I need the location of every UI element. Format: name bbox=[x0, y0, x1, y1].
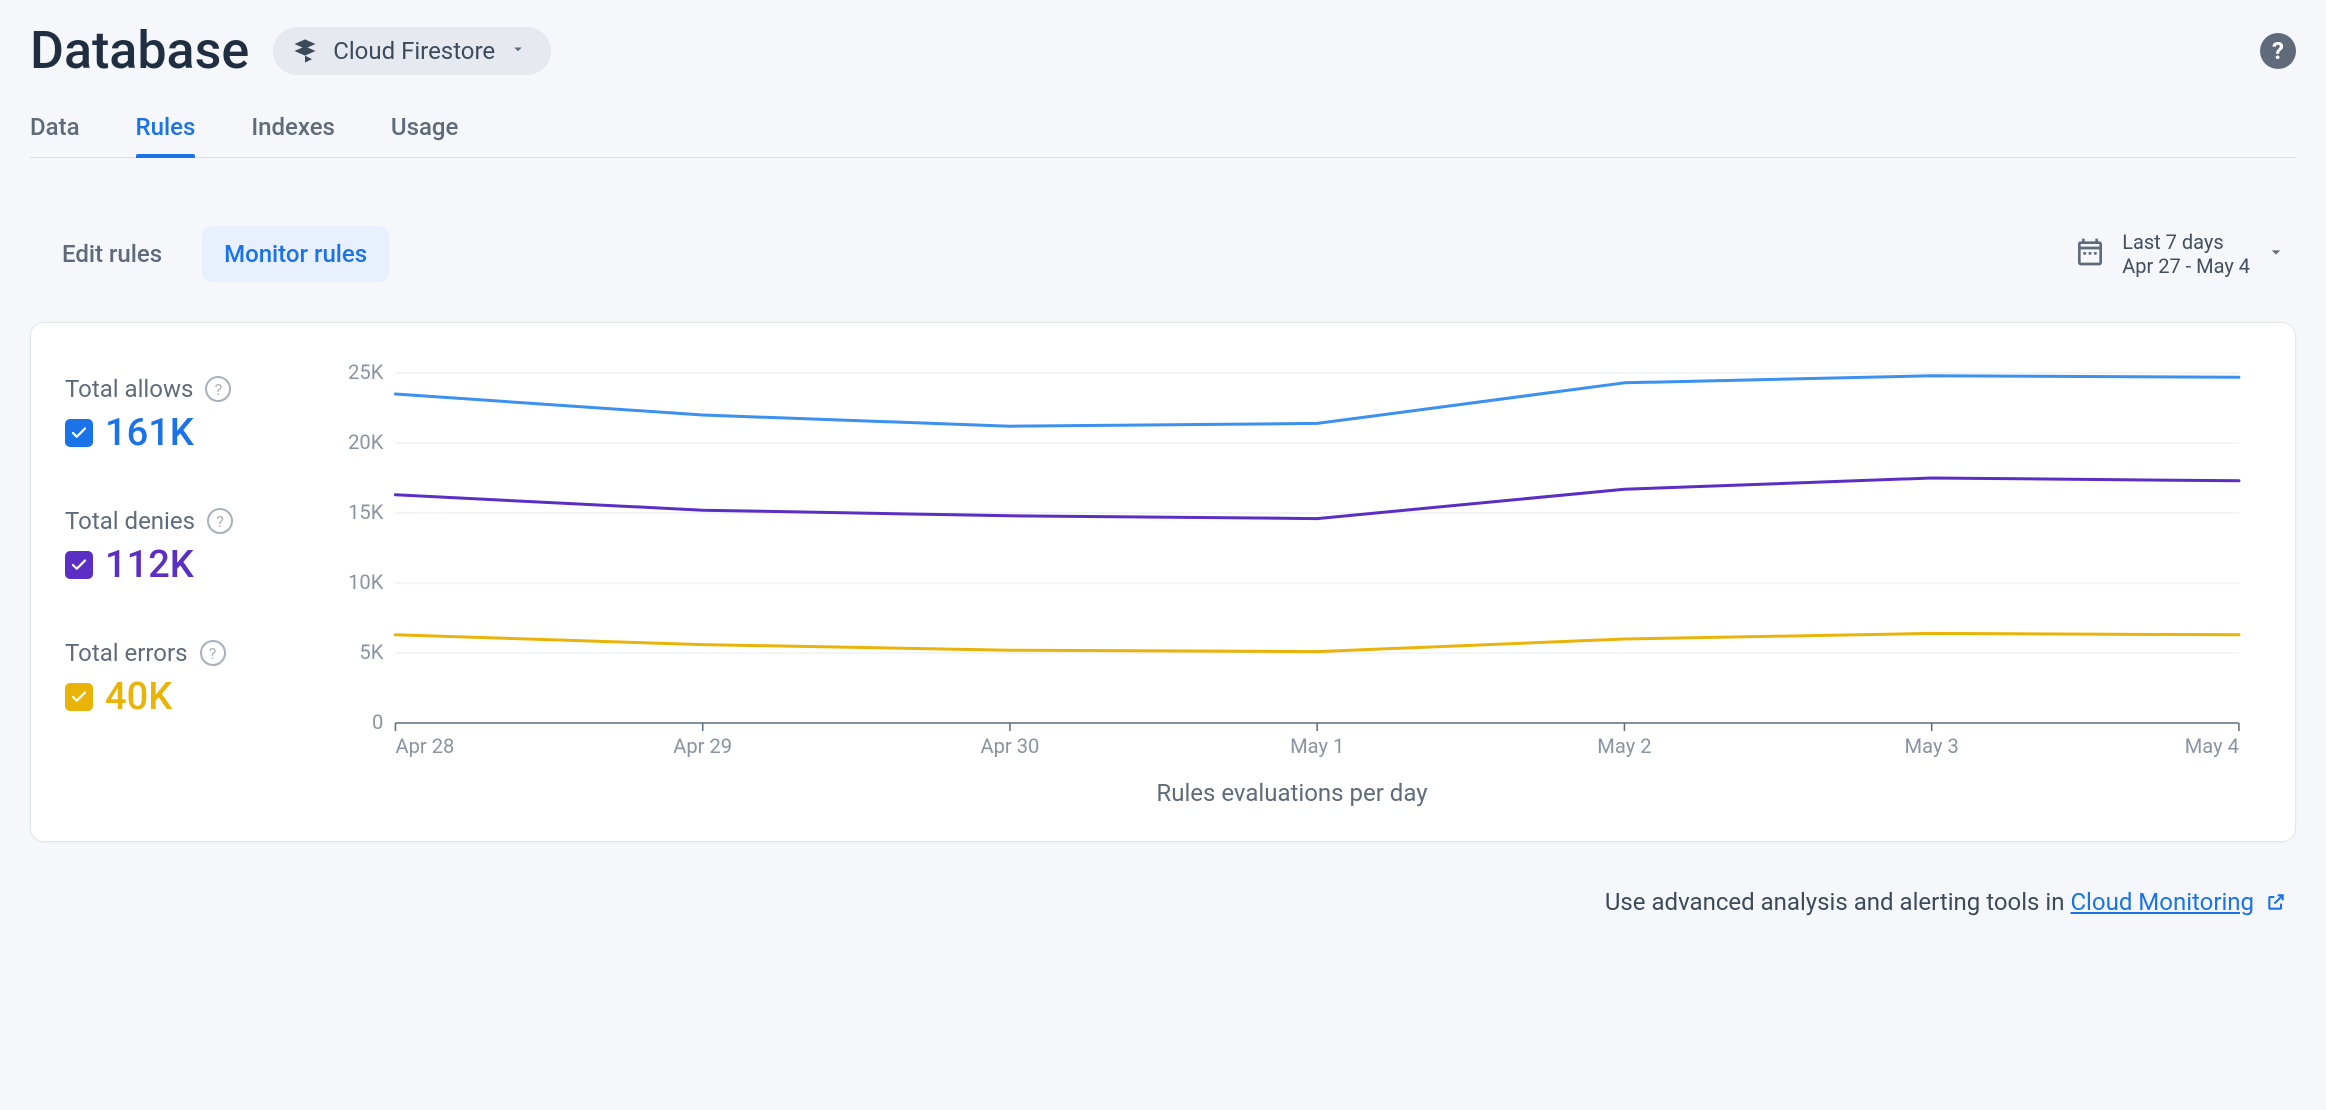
footer-monitoring-hint: Use advanced analysis and alerting tools… bbox=[30, 888, 2296, 918]
svg-text:May 1: May 1 bbox=[1290, 734, 1344, 758]
date-range-picker[interactable]: Last 7 days Apr 27 - May 4 bbox=[2074, 230, 2286, 278]
tab-indexes[interactable]: Indexes bbox=[251, 105, 335, 157]
svg-text:Apr 30: Apr 30 bbox=[980, 734, 1039, 758]
firestore-icon bbox=[291, 37, 319, 65]
tab-data[interactable]: Data bbox=[30, 105, 80, 157]
legend-label: Total allows bbox=[65, 375, 193, 403]
svg-text:25K: 25K bbox=[348, 363, 384, 384]
legend-label: Total denies bbox=[65, 507, 195, 535]
legend-item-errors: Total errors ? 40K bbox=[65, 639, 295, 719]
cloud-monitoring-link[interactable]: Cloud Monitoring bbox=[2070, 888, 2254, 916]
svg-text:Apr 29: Apr 29 bbox=[673, 734, 732, 758]
rules-evaluations-card: Total allows ? 161K Total denies ? bbox=[30, 322, 2296, 842]
footer-text: Use advanced analysis and alerting tools… bbox=[1605, 888, 2071, 916]
date-range-label: Last 7 days bbox=[2122, 230, 2250, 254]
svg-text:20K: 20K bbox=[348, 430, 384, 454]
svg-text:10K: 10K bbox=[348, 570, 384, 594]
svg-text:5K: 5K bbox=[359, 640, 383, 664]
tab-rules[interactable]: Rules bbox=[136, 105, 196, 157]
rules-evaluations-chart: 0 5K 10K 15K 20K 25K Apr 28 Apr 29 Apr 30 May 1 Ma… bbox=[335, 363, 2249, 763]
svg-text:May 2: May 2 bbox=[1597, 734, 1651, 758]
svg-text:May 3: May 3 bbox=[1905, 734, 1959, 758]
legend-item-allows: Total allows ? 161K bbox=[65, 375, 295, 455]
date-range-dates: Apr 27 - May 4 bbox=[2122, 254, 2250, 278]
chart-legend: Total allows ? 161K Total denies ? bbox=[65, 363, 295, 807]
help-icon[interactable]: ? bbox=[205, 376, 231, 402]
calendar-icon bbox=[2074, 236, 2106, 272]
legend-item-denies: Total denies ? 112K bbox=[65, 507, 295, 587]
tab-usage[interactable]: Usage bbox=[391, 105, 458, 157]
legend-value: 40K bbox=[105, 675, 172, 719]
legend-value: 161K bbox=[105, 411, 194, 455]
svg-text:15K: 15K bbox=[348, 500, 384, 524]
external-link-icon bbox=[2266, 890, 2286, 918]
help-icon[interactable]: ? bbox=[200, 640, 226, 666]
legend-checkbox-errors[interactable] bbox=[65, 683, 93, 711]
svg-text:Apr 28: Apr 28 bbox=[395, 734, 454, 758]
help-icon[interactable]: ? bbox=[2260, 33, 2296, 69]
chevron-down-icon bbox=[509, 40, 527, 62]
chevron-down-icon bbox=[2266, 242, 2286, 266]
subtab-edit-rules[interactable]: Edit rules bbox=[40, 226, 184, 282]
chart-x-axis-title: Rules evaluations per day bbox=[335, 779, 2249, 807]
legend-checkbox-allows[interactable] bbox=[65, 419, 93, 447]
svg-text:0: 0 bbox=[372, 710, 383, 734]
main-tabs: Data Rules Indexes Usage bbox=[30, 105, 2296, 158]
legend-label: Total errors bbox=[65, 639, 188, 667]
svg-text:May 4: May 4 bbox=[2185, 734, 2239, 758]
help-icon[interactable]: ? bbox=[207, 508, 233, 534]
database-selector-label: Cloud Firestore bbox=[333, 37, 495, 65]
subtab-monitor-rules[interactable]: Monitor rules bbox=[202, 226, 389, 282]
legend-checkbox-denies[interactable] bbox=[65, 551, 93, 579]
legend-value: 112K bbox=[105, 543, 194, 587]
rules-subtabs: Edit rules Monitor rules bbox=[40, 226, 389, 282]
database-selector[interactable]: Cloud Firestore bbox=[273, 27, 551, 75]
page-title: Database bbox=[30, 20, 249, 81]
